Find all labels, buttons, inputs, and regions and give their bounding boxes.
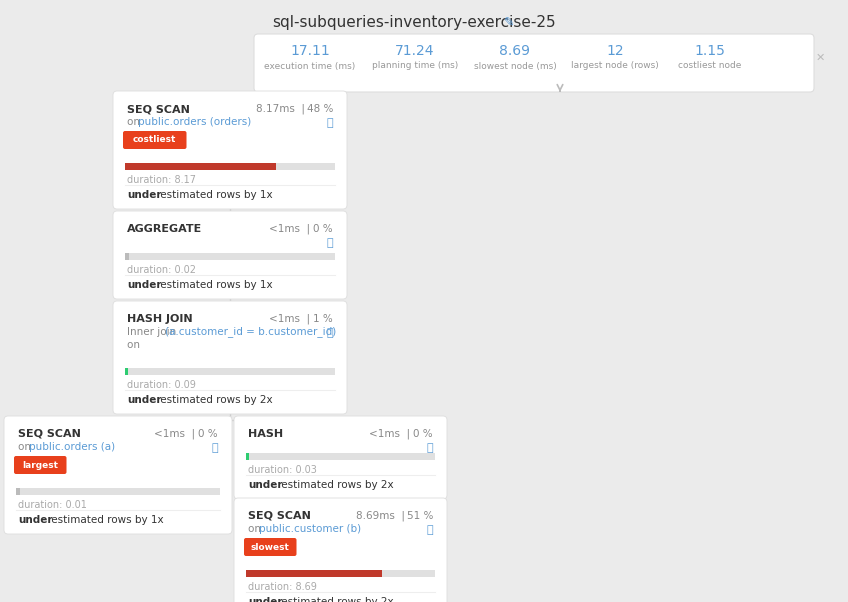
Text: SEQ SCAN: SEQ SCAN [18,429,81,439]
Text: under: under [127,395,161,405]
Text: on: on [127,117,143,127]
Text: under: under [127,190,161,200]
Text: ✕: ✕ [815,53,825,63]
Text: 🗄: 🗄 [326,118,333,128]
Text: Inner join: Inner join [127,327,176,337]
Text: estimated rows by 1x: estimated rows by 1x [48,515,164,525]
Text: 71.24: 71.24 [395,44,435,58]
Text: sql-subqueries-inventory-exercise-25: sql-subqueries-inventory-exercise-25 [272,14,555,29]
Text: duration: 0.02: duration: 0.02 [127,265,196,275]
Text: 0 %: 0 % [413,429,433,439]
Text: estimated rows by 2x: estimated rows by 2x [278,480,393,490]
Text: estimated rows by 1x: estimated rows by 1x [157,280,272,290]
Text: HASH JOIN: HASH JOIN [127,314,192,324]
Bar [125,368,128,375]
Bar [246,453,248,460]
Text: 48 %: 48 % [307,104,333,114]
Text: largest: largest [22,461,59,470]
Text: 🗄: 🗄 [427,525,433,535]
Text: SEQ SCAN: SEQ SCAN [127,104,190,114]
Bar [16,488,220,495]
FancyBboxPatch shape [254,34,814,92]
Bar [246,570,382,577]
FancyBboxPatch shape [113,301,347,414]
Text: <1ms  |: <1ms | [269,224,310,234]
Text: <1ms  |: <1ms | [269,314,310,324]
Text: 🗄: 🗄 [326,328,333,338]
Bar [125,163,335,170]
Text: (a.customer_id = b.customer_id): (a.customer_id = b.customer_id) [165,326,337,338]
Text: HASH: HASH [248,429,283,439]
Bar [125,368,335,375]
Text: 51 %: 51 % [407,511,433,521]
Text: 8.17ms  |: 8.17ms | [256,104,305,114]
Text: AGGREGATE: AGGREGATE [127,224,203,234]
FancyBboxPatch shape [113,211,347,299]
Bar [16,488,20,495]
Text: public.orders (orders): public.orders (orders) [138,117,252,127]
Text: 8.69: 8.69 [499,44,531,58]
FancyBboxPatch shape [113,91,347,209]
Text: largest node (rows): largest node (rows) [571,61,659,70]
Text: 0 %: 0 % [314,224,333,234]
Text: slowest: slowest [251,542,290,551]
Text: 1 %: 1 % [313,314,333,324]
Text: duration: 0.01: duration: 0.01 [18,500,86,510]
FancyBboxPatch shape [14,456,66,474]
Text: 0 %: 0 % [198,429,218,439]
Text: costliest: costliest [133,135,176,144]
Bar [125,253,335,260]
Text: estimated rows by 2x: estimated rows by 2x [278,597,393,602]
Text: on: on [127,340,143,350]
Text: under: under [127,280,161,290]
Text: duration: 0.09: duration: 0.09 [127,380,196,390]
Text: 🗄: 🗄 [427,443,433,453]
Text: under: under [18,515,53,525]
Text: planning time (ms): planning time (ms) [372,61,458,70]
Text: public.orders (a): public.orders (a) [30,442,115,452]
Bar [125,253,129,260]
FancyBboxPatch shape [244,538,297,556]
Text: 8.69ms  |: 8.69ms | [356,510,405,521]
Bar [246,570,435,577]
Text: execution time (ms): execution time (ms) [265,61,355,70]
Text: on: on [18,442,34,452]
Text: 12: 12 [606,44,624,58]
Text: 1.15: 1.15 [695,44,725,58]
FancyBboxPatch shape [234,416,447,499]
Text: 🗄: 🗄 [211,443,218,453]
FancyBboxPatch shape [234,498,447,602]
Bar [246,453,435,460]
Text: <1ms  |: <1ms | [369,429,410,439]
Text: under: under [248,597,282,602]
Text: ✎: ✎ [504,16,515,28]
Text: duration: 8.17: duration: 8.17 [127,175,196,185]
Text: on: on [248,524,265,534]
Text: costliest node: costliest node [678,61,742,70]
Text: duration: 0.03: duration: 0.03 [248,465,317,475]
Text: duration: 8.69: duration: 8.69 [248,582,317,592]
Text: estimated rows by 1x: estimated rows by 1x [157,190,272,200]
FancyBboxPatch shape [123,131,187,149]
Bar [125,163,276,170]
Text: slowest node (ms): slowest node (ms) [474,61,556,70]
Text: 17.11: 17.11 [290,44,330,58]
Text: under: under [248,480,282,490]
Text: public.customer (b): public.customer (b) [259,524,361,534]
Text: SEQ SCAN: SEQ SCAN [248,511,311,521]
Text: 🗄: 🗄 [326,238,333,248]
Text: <1ms  |: <1ms | [153,429,195,439]
Text: estimated rows by 2x: estimated rows by 2x [157,395,272,405]
FancyBboxPatch shape [4,416,232,534]
